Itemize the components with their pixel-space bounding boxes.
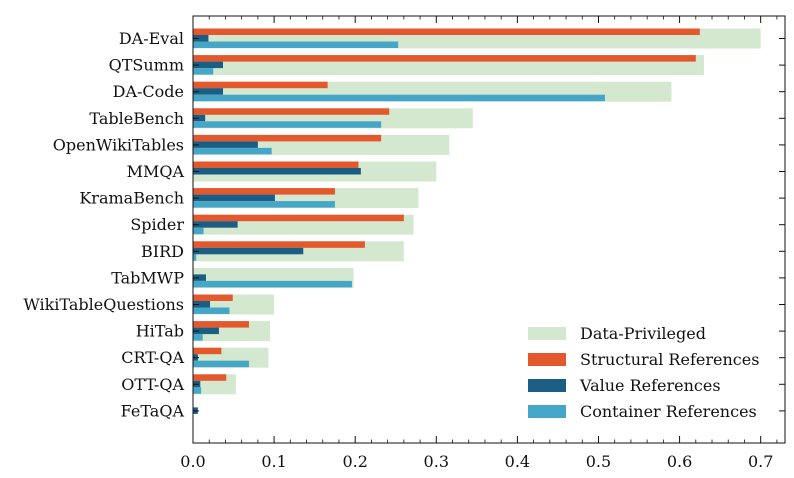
bar-structural-references-da-eval (193, 28, 700, 35)
legend-label-value-references: Value References (579, 376, 721, 395)
bar-value-references-wikitablequestions (193, 301, 211, 308)
bar-container-references-qtsumm (193, 68, 214, 75)
ytick-label-crt-qa: CRT-QA (121, 348, 184, 367)
bar-container-references-tablebench (193, 121, 382, 128)
ytick-label-tabmwp: TabMWP (111, 268, 184, 287)
xtick-label: 0.0 (180, 452, 205, 471)
bar-structural-references-tablebench (193, 108, 390, 115)
ytick-label-qtsumm: QTSumm (109, 56, 184, 75)
xtick-label: 0.4 (505, 452, 530, 471)
ytick-label-da-code: DA-Code (113, 82, 184, 101)
bar-value-references-spider (193, 221, 238, 228)
bar-structural-references-bird (193, 241, 365, 248)
bar-structural-references-kramabench (193, 188, 335, 195)
bar-value-references-kramabench (193, 194, 275, 202)
bar-structural-references-da-code (193, 81, 328, 89)
legend-label-structural-references: Structural References (580, 350, 759, 369)
ytick-label-openwikitables: OpenWikiTables (53, 135, 184, 154)
ytick-label-mmqa: MMQA (127, 162, 185, 181)
bar-container-references-bird (193, 254, 197, 261)
bar-value-references-openwikitables (193, 141, 258, 148)
bar-structural-references-openwikitables (193, 134, 382, 142)
bar-structural-references-qtsumm (193, 55, 696, 62)
ytick-label-ott-qa: OTT-QA (121, 375, 184, 394)
ytick-label-bird: BIRD (141, 242, 184, 261)
bar-value-references-bird (193, 247, 304, 255)
bar-value-references-qtsumm (193, 61, 224, 69)
bar-structural-references-wikitablequestions (193, 294, 233, 301)
bar-structural-references-mmqa (193, 161, 359, 168)
bar-structural-references-ott-qa (193, 374, 227, 381)
legend-swatch-data-privileged (528, 327, 566, 340)
bar-value-references-da-eval (193, 35, 209, 42)
ytick-label-wikitablequestions: WikiTableQuestions (23, 295, 184, 314)
ytick-label-hitab: HiTab (136, 322, 184, 341)
xtick-label: 0.3 (424, 452, 449, 471)
bar-container-references-tabmwp (193, 280, 352, 288)
bar-structural-references-spider (193, 214, 404, 222)
plot-frame (192, 15, 786, 444)
legend: Data-Privileged Structural References Valu… (528, 324, 759, 421)
bar-value-references-hitab (193, 327, 219, 335)
ytick-label-tablebench: TableBench (89, 109, 184, 128)
legend-swatch-value-references (528, 379, 566, 392)
bar-value-references-tabmwp (193, 274, 206, 281)
bar-container-references-spider (193, 227, 204, 235)
bar-container-references-da-code (193, 94, 605, 102)
legend-label-data-privileged: Data-Privileged (580, 324, 706, 343)
xtick-label: 0.7 (748, 452, 773, 471)
ytick-label-spider: Spider (130, 215, 184, 234)
bar-container-references-da-eval (193, 41, 399, 48)
bar-container-references-openwikitables (193, 147, 272, 155)
bar-value-references-tablebench (193, 114, 206, 122)
axes-layer: DA-Eval QTSumm DA-Code TableBench OpenWikiTa… (23, 16, 785, 471)
bar-value-references-mmqa (193, 168, 361, 175)
bar-structural-references-crt-qa (193, 347, 222, 355)
xtick-label: 0.6 (667, 452, 692, 471)
ytick-label-kramabench: KramaBench (79, 189, 184, 208)
bar-container-references-ott-qa (193, 387, 202, 394)
bar-value-references-da-code (193, 88, 224, 95)
xtick-label: 0.5 (586, 452, 611, 471)
bar-container-references-crt-qa (193, 360, 249, 368)
bar-container-references-hitab (193, 334, 203, 341)
bars-layer (193, 28, 761, 414)
ytick-label-fetaqa: FeTaQA (121, 401, 185, 420)
bar-structural-references-hitab (193, 321, 249, 328)
ytick-label-da-eval: DA-Eval (119, 29, 184, 48)
xtick-label: 0.2 (342, 452, 367, 471)
legend-swatch-structural-references (528, 353, 566, 366)
bar-container-references-wikitablequestions (193, 307, 230, 314)
legend-swatch-container-references (528, 405, 566, 418)
legend-label-container-references: Container References (580, 402, 757, 421)
xtick-label: 0.1 (261, 452, 286, 471)
bar-container-references-kramabench (193, 201, 335, 208)
